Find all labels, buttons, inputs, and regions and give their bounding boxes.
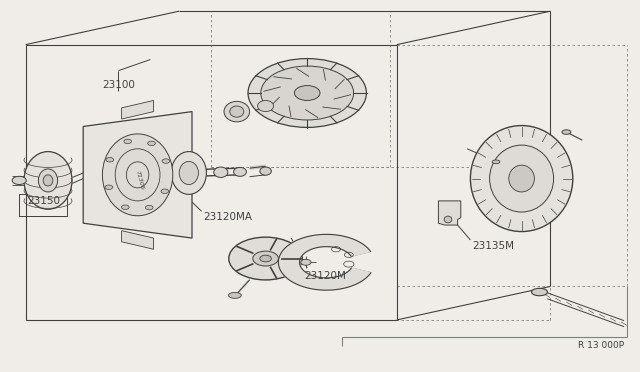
Text: R 13 000P: R 13 000P	[578, 341, 624, 350]
Ellipse shape	[228, 237, 302, 280]
Ellipse shape	[260, 167, 271, 175]
Polygon shape	[122, 231, 154, 249]
Circle shape	[106, 157, 114, 162]
Ellipse shape	[509, 165, 534, 192]
Text: 23120MA: 23120MA	[204, 212, 253, 222]
Circle shape	[105, 185, 113, 189]
Ellipse shape	[12, 176, 26, 185]
Ellipse shape	[44, 175, 52, 186]
Ellipse shape	[38, 169, 58, 192]
Text: 23100: 23100	[102, 80, 135, 90]
Polygon shape	[438, 201, 461, 225]
Ellipse shape	[444, 216, 452, 223]
Ellipse shape	[562, 130, 571, 134]
Ellipse shape	[24, 151, 72, 209]
Circle shape	[122, 205, 129, 209]
Ellipse shape	[490, 145, 554, 212]
Ellipse shape	[224, 101, 250, 122]
Ellipse shape	[102, 134, 173, 216]
Circle shape	[145, 205, 153, 210]
Circle shape	[124, 139, 131, 144]
Ellipse shape	[470, 125, 573, 231]
Circle shape	[161, 189, 169, 193]
Ellipse shape	[294, 86, 320, 100]
Ellipse shape	[172, 151, 206, 194]
Ellipse shape	[492, 160, 500, 164]
Ellipse shape	[230, 106, 244, 117]
Ellipse shape	[260, 255, 271, 262]
Text: 23150: 23150	[27, 196, 60, 206]
Polygon shape	[83, 112, 192, 238]
Ellipse shape	[257, 100, 274, 112]
Circle shape	[148, 141, 156, 145]
Ellipse shape	[214, 167, 228, 177]
Ellipse shape	[179, 161, 198, 185]
Text: 23135M: 23135M	[472, 241, 515, 251]
Circle shape	[162, 159, 170, 163]
Ellipse shape	[261, 66, 353, 120]
Ellipse shape	[234, 167, 246, 176]
Text: 23120M: 23120M	[305, 271, 346, 281]
Ellipse shape	[301, 259, 311, 265]
Text: 7130S: 7130S	[134, 170, 145, 191]
Ellipse shape	[228, 292, 241, 298]
Polygon shape	[278, 234, 371, 290]
Ellipse shape	[531, 288, 548, 296]
Polygon shape	[122, 100, 154, 119]
Ellipse shape	[248, 58, 367, 127]
Ellipse shape	[253, 251, 278, 266]
